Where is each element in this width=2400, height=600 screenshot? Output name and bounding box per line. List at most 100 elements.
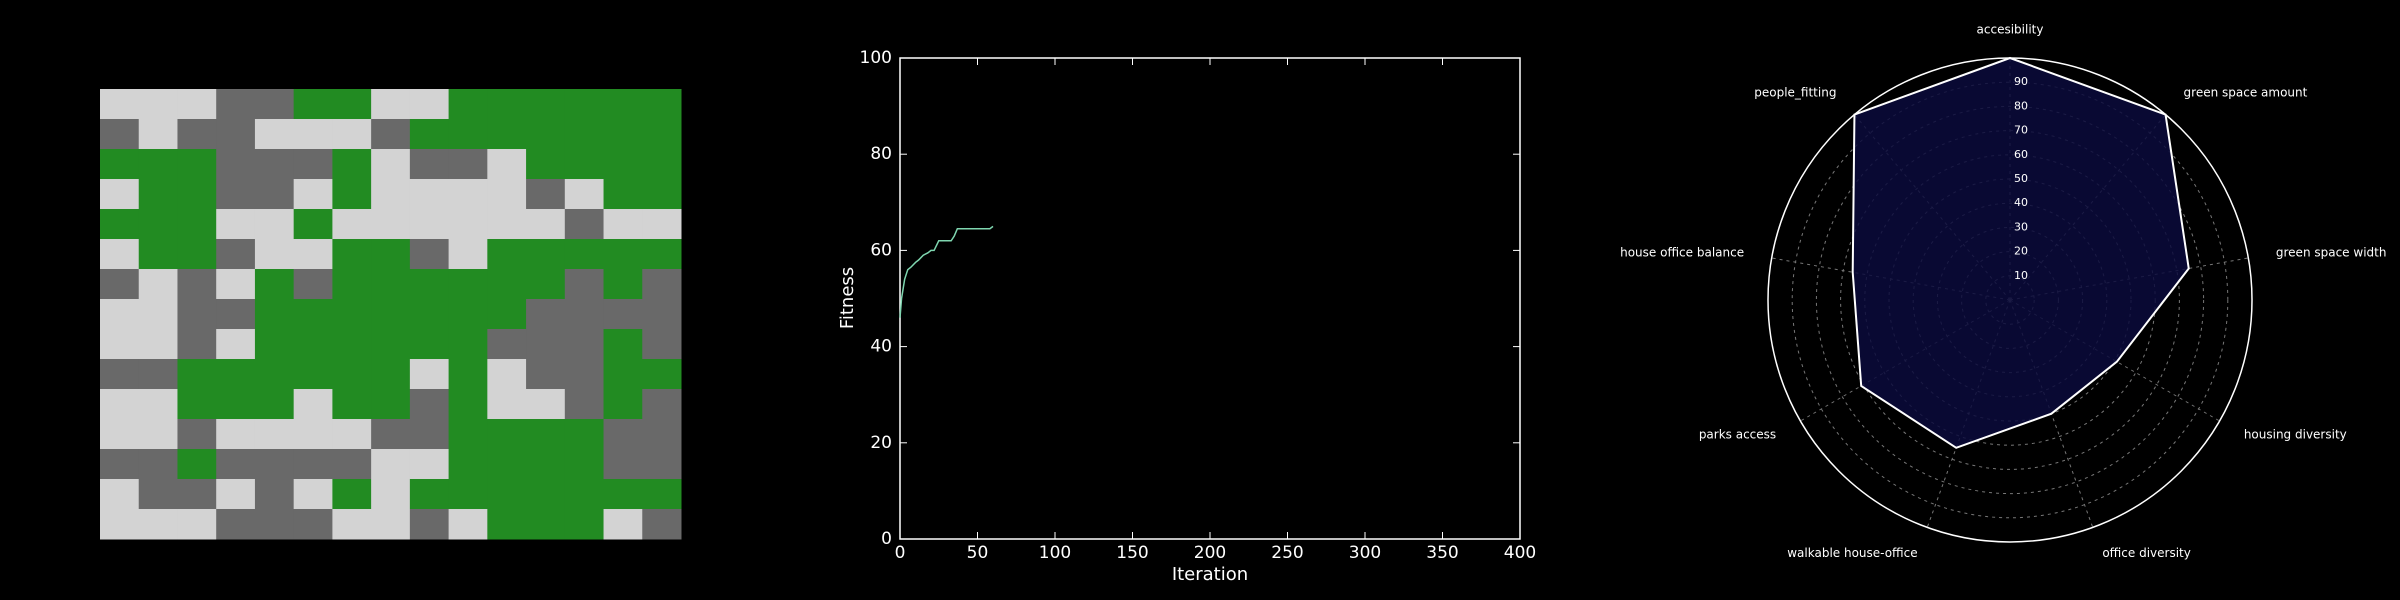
grid-cell: [371, 239, 411, 270]
grid-cell: [332, 509, 372, 540]
grid-cell: [603, 479, 643, 510]
category-label: accesibility: [1977, 23, 2044, 37]
grid-cell: [526, 359, 566, 390]
grid-cell: [216, 269, 256, 300]
grid-cell: [409, 419, 450, 450]
grid-cell: [526, 449, 566, 480]
grid-cell: [371, 359, 411, 390]
grid-cell: [409, 89, 450, 120]
grid-cell: [526, 179, 566, 210]
grid-cell: [177, 329, 217, 360]
category-label: people_fitting: [1754, 86, 1836, 100]
grid-cell: [177, 209, 217, 240]
category-label: green space width: [2276, 246, 2387, 260]
grid-cell: [487, 449, 527, 480]
grid-cell: [371, 179, 411, 210]
grid-cell: [603, 359, 643, 390]
category-label: green space amount: [2184, 86, 2308, 100]
grid-cell: [526, 509, 566, 540]
grid-cell: [100, 359, 140, 390]
grid-cell: [642, 419, 682, 450]
grid-cell: [564, 179, 605, 210]
grid-cell: [138, 449, 178, 480]
grid-cell: [564, 479, 605, 510]
grid-cell: [254, 89, 295, 120]
grid-cell: [177, 509, 217, 540]
grid-cell: [293, 299, 333, 330]
grid-cell: [564, 239, 605, 270]
r-tick-label: 70: [2014, 124, 2028, 137]
grid-cell: [293, 479, 333, 510]
grid-cell: [332, 419, 372, 450]
grid-cell: [564, 119, 605, 150]
grid-cell: [100, 329, 140, 360]
grid-cell: [642, 179, 682, 210]
grid-cell: [254, 389, 295, 420]
grid-cell: [100, 509, 140, 540]
grid-cell: [332, 389, 372, 420]
grid-cell: [332, 329, 372, 360]
grid-cell: [216, 419, 256, 450]
grid-cell: [564, 449, 605, 480]
grid-cell: [100, 179, 140, 210]
grid-cell: [138, 389, 178, 420]
grid-cell: [138, 359, 178, 390]
grid-cell: [371, 149, 411, 180]
grid-cell: [448, 299, 488, 330]
grid-cell: [100, 89, 140, 120]
grid-cell: [642, 119, 682, 150]
grid-cell: [100, 299, 140, 330]
r-tick-label: 90: [2014, 75, 2028, 88]
x-tick-label: 300: [1349, 543, 1381, 563]
grid-cell: [409, 299, 450, 330]
grid-cell: [487, 479, 527, 510]
line-series: [899, 225, 994, 318]
grid-cell: [100, 269, 140, 300]
grid-cell: [293, 179, 333, 210]
grid-cell: [216, 209, 256, 240]
grid-cell: [642, 209, 682, 240]
category-label: office diversity: [2102, 546, 2191, 560]
x-tick-label: 100: [1039, 543, 1071, 563]
grid-cell: [448, 509, 488, 540]
grid-cell: [332, 209, 372, 240]
grid-cell: [177, 449, 217, 480]
grid-cell: [409, 239, 450, 270]
grid-cell: [603, 239, 643, 270]
grid-cell: [409, 209, 450, 240]
grid-cell: [603, 389, 643, 420]
grid-cell: [138, 299, 178, 330]
grid-cell: [526, 479, 566, 510]
grid-cell: [177, 299, 217, 330]
grid-cell: [138, 209, 178, 240]
grid-cell: [138, 149, 178, 180]
grid-cell: [487, 209, 527, 240]
grid-cell: [526, 209, 566, 240]
r-tick-label: 60: [2014, 148, 2028, 161]
grid-cell: [603, 509, 643, 540]
r-tick-label: 50: [2014, 172, 2028, 185]
grid-cell: [100, 389, 140, 420]
radial-grid: [1840, 130, 2180, 470]
grid-cell: [371, 209, 411, 240]
grid-cell: [216, 359, 256, 390]
grid-cell: [448, 119, 488, 150]
grid-cell: [564, 389, 605, 420]
grid-cell: [564, 419, 605, 450]
grid-cell: [177, 149, 217, 180]
x-tick-label: 200: [1194, 543, 1226, 563]
grid-cell: [487, 329, 527, 360]
grid-cell: [409, 509, 450, 540]
grid-cell: [487, 359, 527, 390]
category-label: house office balance: [1620, 246, 1744, 260]
grid-cell: [642, 359, 682, 390]
r-tick-label: 40: [2014, 196, 2028, 209]
grid-cell: [564, 329, 605, 360]
grid-cell: [254, 509, 295, 540]
grid-cell: [642, 299, 682, 330]
grid-cell: [448, 419, 488, 450]
grid-cell: [487, 269, 527, 300]
grid-cell: [216, 119, 256, 150]
grid-cell: [100, 239, 140, 270]
